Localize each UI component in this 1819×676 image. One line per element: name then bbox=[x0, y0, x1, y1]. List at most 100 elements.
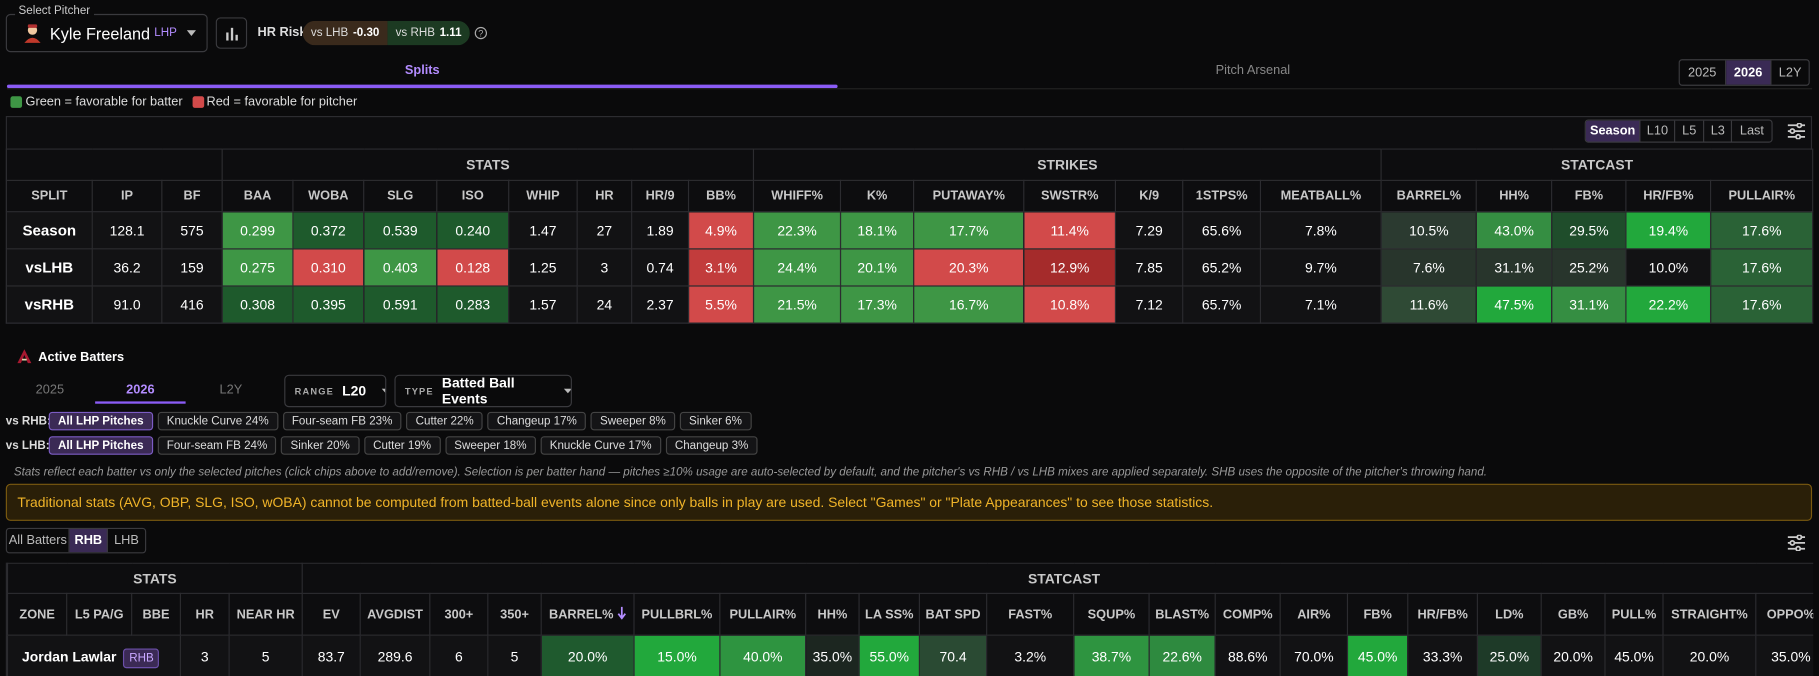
column-header[interactable]: PULLBRL% bbox=[633, 592, 721, 636]
type-select[interactable]: TYPE Batted Ball Events bbox=[394, 374, 572, 408]
column-header[interactable]: GB% bbox=[1540, 592, 1606, 636]
column-label: COMP% bbox=[1222, 607, 1273, 622]
column-header[interactable]: AVGDIST bbox=[359, 592, 431, 636]
column-header[interactable]: HR bbox=[179, 592, 230, 636]
stat-cell: 3.1% bbox=[687, 248, 755, 287]
column-header[interactable]: 300+ bbox=[429, 592, 489, 636]
stat-cell: 7.29 bbox=[1114, 211, 1184, 250]
year-tab[interactable]: 2025 bbox=[35, 382, 65, 397]
column-header[interactable]: 350+ bbox=[487, 592, 542, 636]
group-header: STATS bbox=[221, 148, 755, 181]
toggle-button[interactable]: RHB bbox=[69, 529, 108, 553]
toggle-button[interactable]: L5 bbox=[1675, 120, 1705, 142]
toggle-button[interactable]: LHB bbox=[114, 533, 139, 548]
tab[interactable]: Pitch Arsenal bbox=[1215, 63, 1291, 78]
tab[interactable]: Splits bbox=[404, 63, 440, 78]
year-tab[interactable]: L2Y bbox=[219, 382, 243, 397]
group-header: STATCAST bbox=[301, 562, 1814, 594]
pitch-chip[interactable]: Knuckle Curve 17% bbox=[540, 436, 661, 455]
toggle-button[interactable]: Season bbox=[1585, 120, 1641, 142]
help-icon[interactable]: ? bbox=[474, 26, 488, 40]
column-header: HR/9 bbox=[631, 179, 690, 213]
toggle-button[interactable]: L10 bbox=[1641, 120, 1676, 142]
tab-underline bbox=[95, 401, 186, 404]
stat-cell: 11.4% bbox=[1023, 211, 1117, 250]
column-header: SWSTR% bbox=[1023, 179, 1117, 213]
column-header[interactable]: BAT SPD bbox=[918, 592, 988, 636]
stat-cell: 1.57 bbox=[508, 285, 578, 324]
stat-cell: 128.1 bbox=[91, 211, 163, 250]
stat-cell: 3 bbox=[179, 634, 230, 676]
range-select[interactable]: RANGE L20 bbox=[284, 374, 387, 408]
column-header: K% bbox=[840, 179, 915, 213]
stat-cell: 4.9% bbox=[687, 211, 755, 250]
stat-cell: 27 bbox=[576, 211, 633, 250]
stat-cell: 20.1% bbox=[840, 248, 915, 287]
hr-risk-value: -0.30 bbox=[352, 26, 380, 40]
pitch-chip[interactable]: Changeup 17% bbox=[487, 411, 587, 431]
team-logo bbox=[17, 349, 32, 364]
column-header: MEATBALL% bbox=[1259, 179, 1382, 213]
toggle-button[interactable]: 2026 bbox=[1725, 60, 1772, 85]
column-header[interactable]: NEAR HR bbox=[228, 592, 303, 636]
column-header[interactable]: PULL% bbox=[1604, 592, 1664, 636]
year-tab[interactable]: 2026 bbox=[126, 382, 155, 397]
column-header[interactable]: AIR% bbox=[1279, 592, 1349, 636]
settings-icon[interactable] bbox=[1787, 534, 1806, 552]
column-label: BARREL% bbox=[548, 607, 614, 622]
pitcher-select[interactable]: Kyle Freeland LHP bbox=[5, 13, 208, 53]
column-header[interactable]: COMP% bbox=[1214, 592, 1281, 636]
column-header[interactable]: FB% bbox=[1346, 592, 1409, 636]
pitch-chip[interactable]: Sinker 6% bbox=[679, 411, 752, 431]
warning: Traditional stats (AVG, OBP, SLG, ISO, w… bbox=[5, 483, 1813, 521]
caret bbox=[563, 388, 571, 393]
column-header[interactable]: PULLAIR% bbox=[719, 592, 807, 636]
pitch-chip[interactable]: Sweeper 18% bbox=[445, 436, 536, 455]
pitch-chip[interactable]: Cutter 19% bbox=[363, 436, 441, 455]
column-header[interactable]: OPPO% bbox=[1755, 592, 1814, 636]
column-label: PULL% bbox=[1611, 607, 1657, 622]
column-header[interactable]: BARREL% bbox=[540, 592, 635, 636]
stat-cell: 22.2% bbox=[1625, 285, 1712, 324]
range-group: Season L10 L5 L3 Last bbox=[1584, 119, 1773, 143]
column-header[interactable]: SQUP% bbox=[1073, 592, 1150, 636]
toggle-button[interactable]: L2Y bbox=[1778, 65, 1802, 80]
data-row: vsLHB 36.2 159 0.275 0.310 0.403 0.128 1.25 3 0.7… bbox=[5, 248, 1814, 287]
stat-cell: 1.25 bbox=[508, 248, 578, 287]
data-row: Season 128.1 575 0.299 0.372 0.539 0.240 1.47 27… bbox=[5, 211, 1814, 250]
toggle-button[interactable]: 2025 bbox=[1680, 60, 1726, 85]
column-header[interactable]: ZONE bbox=[6, 592, 68, 636]
column-header[interactable]: STRAIGHT% bbox=[1662, 592, 1757, 636]
pitch-chip[interactable]: Four-seam FB 23% bbox=[282, 411, 402, 431]
toggle-button[interactable]: All Batters bbox=[7, 529, 70, 553]
stat-cell: 1.89 bbox=[631, 211, 690, 250]
stat-cell: 43.0% bbox=[1475, 211, 1553, 250]
column-header[interactable]: FAST% bbox=[986, 592, 1075, 636]
pitch-chip[interactable]: All LHP Pitches bbox=[48, 436, 153, 455]
column-header[interactable]: HR/FB% bbox=[1407, 592, 1479, 636]
stat-cell: 0.308 bbox=[221, 285, 294, 324]
column-label: PULLAIR% bbox=[729, 607, 797, 622]
pitch-chip[interactable]: Changeup 3% bbox=[665, 436, 758, 455]
settings-icon[interactable] bbox=[1787, 122, 1806, 140]
column-header[interactable]: LD% bbox=[1476, 592, 1542, 636]
column-header[interactable]: LA SS% bbox=[858, 592, 921, 636]
column-header[interactable]: L5 PA/G bbox=[66, 592, 133, 636]
column-label: NEAR HR bbox=[236, 607, 295, 622]
pitch-chip[interactable]: Cutter 22% bbox=[406, 411, 483, 431]
pitch-chip[interactable]: Sinker 20% bbox=[281, 436, 360, 455]
pitch-chip[interactable]: All LHP Pitches bbox=[48, 411, 153, 431]
column-header[interactable]: HH% bbox=[805, 592, 860, 636]
column-header[interactable]: BLAST% bbox=[1148, 592, 1216, 636]
toggle-button[interactable]: Last bbox=[1739, 124, 1764, 139]
toggle-button[interactable]: L3 bbox=[1704, 120, 1733, 142]
pitch-chip[interactable]: Four-seam FB 24% bbox=[157, 436, 277, 455]
column-header[interactable]: BBE bbox=[131, 592, 181, 636]
pitch-chip[interactable]: Sweeper 8% bbox=[590, 411, 676, 431]
column-header[interactable]: EV bbox=[301, 592, 361, 636]
stat-cell: 0.403 bbox=[363, 248, 438, 287]
chart-button[interactable] bbox=[215, 17, 248, 49]
stat-cell: 18.1% bbox=[840, 211, 915, 250]
pitch-chip[interactable]: Knuckle Curve 24% bbox=[157, 411, 278, 431]
column-header: SPLIT bbox=[5, 179, 93, 213]
